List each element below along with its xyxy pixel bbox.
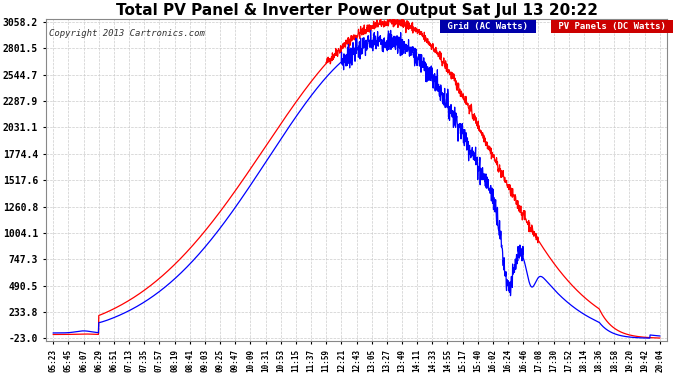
Text: PV Panels (DC Watts): PV Panels (DC Watts)	[553, 22, 671, 31]
Text: Copyright 2013 Cartronics.com: Copyright 2013 Cartronics.com	[49, 28, 205, 38]
Text: Grid (AC Watts): Grid (AC Watts)	[442, 22, 533, 31]
Title: Total PV Panel & Inverter Power Output Sat Jul 13 20:22: Total PV Panel & Inverter Power Output S…	[115, 3, 598, 18]
